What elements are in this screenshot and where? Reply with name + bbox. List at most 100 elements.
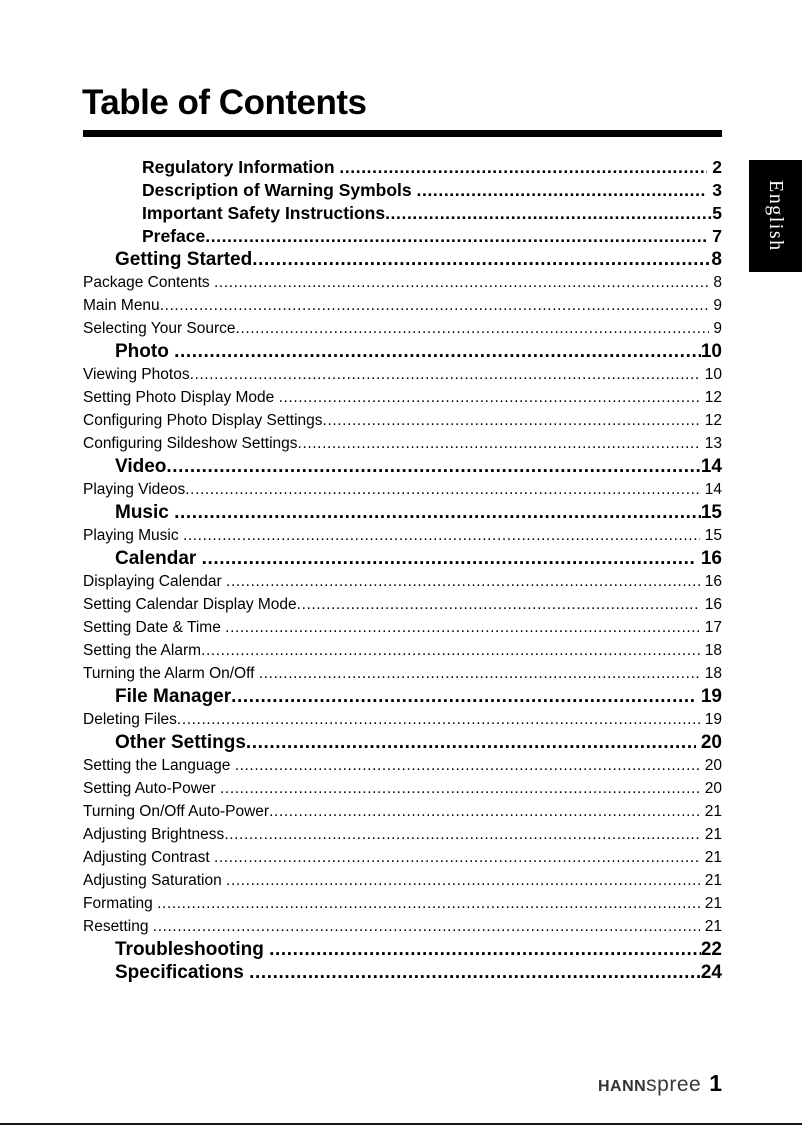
toc-entry-label: Setting Auto-Power (83, 780, 220, 797)
dot-leader (226, 570, 700, 593)
toc-entry-page-number: 19 (695, 686, 722, 707)
toc-entry-label: Turning the Alarm On/Off (83, 665, 259, 682)
footer-page-number: 1 (709, 1070, 722, 1096)
dot-leader (185, 478, 700, 501)
toc-entry-page-number: 19 (700, 711, 722, 728)
toc-entry-label: Setting the Alarm (83, 642, 202, 659)
dot-leader (297, 593, 701, 616)
toc-entry: Photo 10 (83, 340, 722, 363)
toc-entry: Playing Videos 14 (83, 478, 722, 501)
dot-leader (231, 685, 695, 708)
toc-entry-page-number: 7 (707, 226, 722, 246)
dot-leader (225, 616, 700, 639)
dot-leader (269, 938, 701, 961)
toc-entry-page-number: 20 (695, 732, 722, 753)
toc-entry-page-number: 14 (700, 456, 722, 477)
dot-leader (236, 317, 710, 340)
dot-leader (214, 271, 709, 294)
toc-entry-label: Photo (115, 341, 175, 362)
dot-leader (174, 501, 701, 524)
toc-entry-page-number: 12 (700, 389, 722, 406)
brand-logo-spree: spree (646, 1073, 702, 1096)
dot-leader (298, 432, 701, 455)
toc-entry-page-number: 21 (700, 918, 722, 935)
toc-entry-label: Selecting Your Source (83, 320, 236, 337)
toc-entry-label: Formating (83, 895, 158, 912)
toc-entry: Video 14 (83, 455, 722, 478)
toc-entry-label: Regulatory Information (142, 157, 340, 177)
toc-entry-label: Package Contents (83, 274, 214, 291)
toc-entry-page-number: 18 (700, 665, 722, 682)
toc-entry-page-number: 15 (700, 502, 722, 523)
dot-leader (259, 662, 701, 685)
toc-entry-label: Adjusting Contrast (83, 849, 214, 866)
dot-leader (177, 708, 701, 731)
dot-leader (205, 225, 707, 248)
toc-entry: Package Contents 8 (83, 271, 722, 294)
toc-entry-label: Playing Music (83, 527, 183, 544)
toc-entry-page-number: 9 (709, 320, 722, 337)
toc-entry: Playing Music 15 (83, 524, 722, 547)
toc-entry: Formating 21 (83, 892, 722, 915)
toc-entry-page-number: 20 (700, 757, 722, 774)
dot-leader (385, 202, 712, 225)
toc-entry-label: Getting Started (115, 249, 253, 270)
toc-entry-label: Description of Warning Symbols (142, 180, 417, 200)
toc-entry: Main Menu 9 (83, 294, 722, 317)
toc-entry: Viewing Photos 10 (83, 363, 722, 386)
toc-entry-label: Displaying Calendar (83, 573, 227, 590)
toc-entry: Configuring Photo Display Settings 12 (83, 409, 722, 432)
dot-leader (160, 294, 709, 317)
toc-entry-label: Turning On/Off Auto-Power (83, 803, 270, 820)
dot-leader (153, 915, 701, 938)
toc-entry-label: Important Safety Instructions (142, 203, 386, 223)
toc-entry-page-number: 2 (707, 157, 722, 177)
dot-leader (157, 892, 700, 915)
dot-leader (339, 156, 707, 179)
toc-entry-label: Troubleshooting (115, 939, 270, 960)
toc-entry: Configuring Sildeshow Settings 13 (83, 432, 722, 455)
toc-entry: Setting Auto-Power 20 (83, 777, 722, 800)
toc-entry: Selecting Your Source 9 (83, 317, 722, 340)
toc-entry-page-number: 13 (700, 435, 722, 452)
toc-entry-page-number: 3 (707, 180, 722, 200)
toc-entry: Important Safety Instructions 5 (83, 202, 722, 225)
dot-leader (226, 869, 700, 892)
brand-logo: HANN spree (598, 1073, 701, 1097)
toc-entry: Calendar 16 (83, 547, 722, 570)
toc-entry: Adjusting Saturation 21 (83, 869, 722, 892)
toc-entry: Resetting 21 (83, 915, 722, 938)
toc-entry-label: Setting Date & Time (83, 619, 226, 636)
toc-entry-label: Calendar (115, 548, 202, 569)
dot-leader (279, 386, 701, 409)
toc-entry-page-number: 24 (700, 962, 722, 983)
toc-entry-page-number: 17 (700, 619, 722, 636)
toc-entry-page-number: 16 (695, 548, 722, 569)
toc-entry-page-number: 10 (700, 366, 722, 383)
page-footer: HANN spree 1 (598, 1070, 722, 1097)
dot-leader (220, 777, 700, 800)
toc-entry-page-number: 22 (700, 939, 722, 960)
dot-leader (235, 754, 701, 777)
toc-entry: Specifications 24 (83, 961, 722, 984)
dot-leader (246, 731, 696, 754)
toc-entry: File Manager 19 (83, 685, 722, 708)
toc-entry-label: Other Settings (115, 732, 246, 753)
toc-entry-page-number: 5 (712, 203, 722, 223)
toc-entry-label: Setting the Language (83, 757, 235, 774)
toc-entry-label: Deleting Files (83, 711, 177, 728)
toc-entry: Troubleshooting 22 (83, 938, 722, 961)
dot-leader (183, 524, 701, 547)
toc-entry-label: Preface (142, 226, 206, 246)
toc-entry: Setting the Alarm 18 (83, 639, 722, 662)
toc-entry-page-number: 16 (700, 573, 722, 590)
toc-entry: Other Settings 20 (83, 731, 722, 754)
toc-entry: Setting Photo Display Mode 12 (83, 386, 722, 409)
dot-leader (249, 961, 701, 984)
toc-entry-label: Configuring Sildeshow Settings (83, 435, 298, 452)
toc-entry-page-number: 15 (700, 527, 722, 544)
toc-entry-page-number: 21 (700, 803, 722, 820)
dot-leader (190, 363, 701, 386)
toc-entry: Setting the Language 20 (83, 754, 722, 777)
